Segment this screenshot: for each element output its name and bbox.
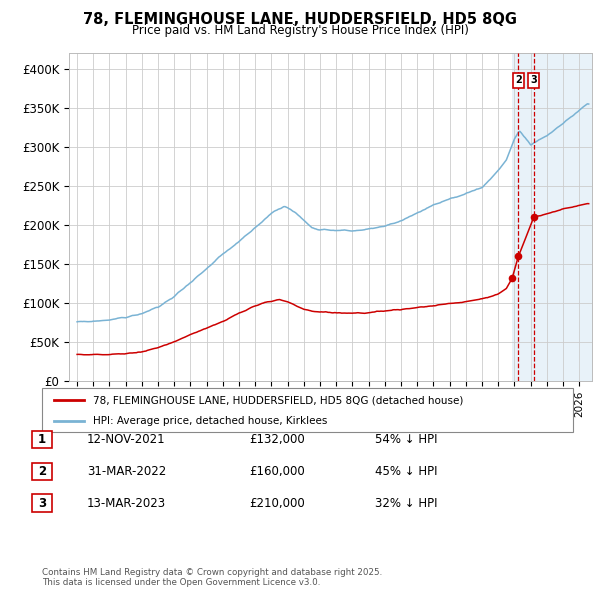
Text: Price paid vs. HM Land Registry's House Price Index (HPI): Price paid vs. HM Land Registry's House … [131, 24, 469, 37]
Text: 12-NOV-2021: 12-NOV-2021 [87, 433, 166, 446]
Text: 13-MAR-2023: 13-MAR-2023 [87, 497, 166, 510]
Text: 2: 2 [515, 76, 522, 86]
Text: 45% ↓ HPI: 45% ↓ HPI [375, 465, 437, 478]
Text: 78, FLEMINGHOUSE LANE, HUDDERSFIELD, HD5 8QG (detached house): 78, FLEMINGHOUSE LANE, HUDDERSFIELD, HD5… [93, 395, 463, 405]
Text: 78, FLEMINGHOUSE LANE, HUDDERSFIELD, HD5 8QG: 78, FLEMINGHOUSE LANE, HUDDERSFIELD, HD5… [83, 12, 517, 27]
Text: Contains HM Land Registry data © Crown copyright and database right 2025.
This d: Contains HM Land Registry data © Crown c… [42, 568, 382, 587]
Text: 32% ↓ HPI: 32% ↓ HPI [375, 497, 437, 510]
Text: HPI: Average price, detached house, Kirklees: HPI: Average price, detached house, Kirk… [93, 416, 328, 426]
Text: 3: 3 [38, 497, 46, 510]
Bar [512, 53, 592, 381]
Text: 2: 2 [38, 465, 46, 478]
Bar [512, 53, 592, 381]
Text: £160,000: £160,000 [249, 465, 305, 478]
Text: £132,000: £132,000 [249, 433, 305, 446]
Text: 1: 1 [38, 433, 46, 446]
Text: 3: 3 [530, 76, 537, 86]
Text: 54% ↓ HPI: 54% ↓ HPI [375, 433, 437, 446]
Text: 31-MAR-2022: 31-MAR-2022 [87, 465, 166, 478]
Text: £210,000: £210,000 [249, 497, 305, 510]
